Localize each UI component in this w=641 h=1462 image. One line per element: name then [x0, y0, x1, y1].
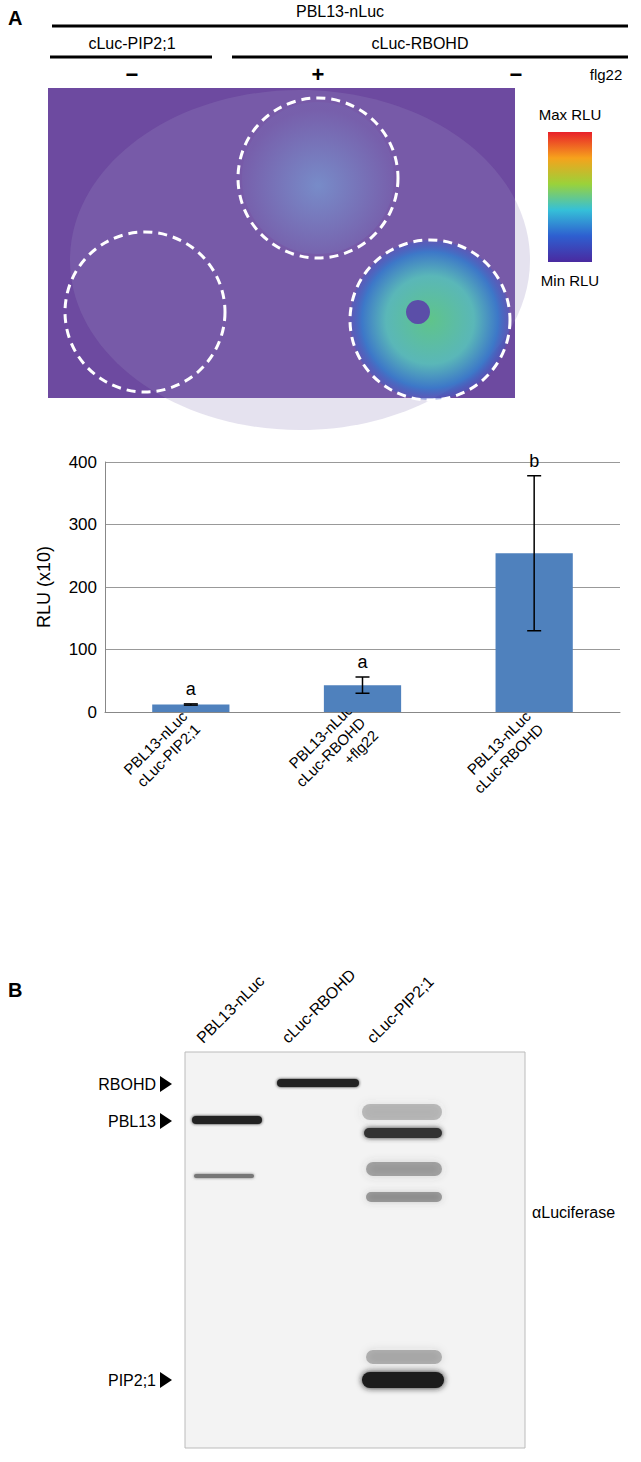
svg-text:400: 400: [69, 453, 97, 472]
svg-text:+flg22: +flg22: [340, 727, 381, 768]
svg-text:cLuc-PIP2;1: cLuc-PIP2;1: [133, 720, 203, 790]
svg-text:−: −: [510, 62, 523, 87]
svg-text:A: A: [8, 7, 22, 29]
svg-text:200: 200: [69, 578, 97, 597]
svg-text:+: +: [312, 62, 325, 87]
svg-text:cLuc-RBOHD: cLuc-RBOHD: [372, 35, 469, 52]
svg-text:RBOHD: RBOHD: [98, 1076, 156, 1093]
svg-text:300: 300: [69, 515, 97, 534]
svg-text:−: −: [126, 62, 139, 87]
svg-text:cLuc-RBOHD: cLuc-RBOHD: [292, 714, 369, 791]
svg-text:cLuc-PIP2;1: cLuc-PIP2;1: [88, 35, 175, 52]
svg-text:B: B: [8, 979, 22, 1001]
svg-text:PBL13-nLuc: PBL13-nLuc: [463, 707, 534, 778]
svg-text:Min RLU: Min RLU: [541, 272, 599, 289]
svg-text:PBL13-nLuc: PBL13-nLuc: [296, 3, 384, 20]
svg-text:cLuc-RBOHD: cLuc-RBOHD: [470, 720, 546, 796]
svg-text:PBL13-nLuc: PBL13-nLuc: [120, 707, 191, 778]
svg-text:0: 0: [88, 703, 97, 722]
svg-text:b: b: [529, 451, 539, 471]
svg-text:αLuciferase: αLuciferase: [532, 1204, 615, 1221]
svg-text:flg22: flg22: [590, 66, 623, 83]
svg-text:PIP2;1: PIP2;1: [108, 1372, 156, 1389]
svg-text:cLuc-PIP2;1: cLuc-PIP2;1: [363, 973, 437, 1047]
svg-text:a: a: [186, 679, 197, 699]
svg-text:RLU (x10): RLU (x10): [34, 546, 54, 628]
svg-text:PBL13: PBL13: [108, 1113, 156, 1130]
svg-text:Max RLU: Max RLU: [539, 106, 602, 123]
svg-text:a: a: [357, 652, 368, 672]
svg-text:100: 100: [69, 640, 97, 659]
svg-text:PBL13-nLuc: PBL13-nLuc: [193, 972, 267, 1046]
svg-text:cLuc-RBOHD: cLuc-RBOHD: [278, 966, 358, 1046]
